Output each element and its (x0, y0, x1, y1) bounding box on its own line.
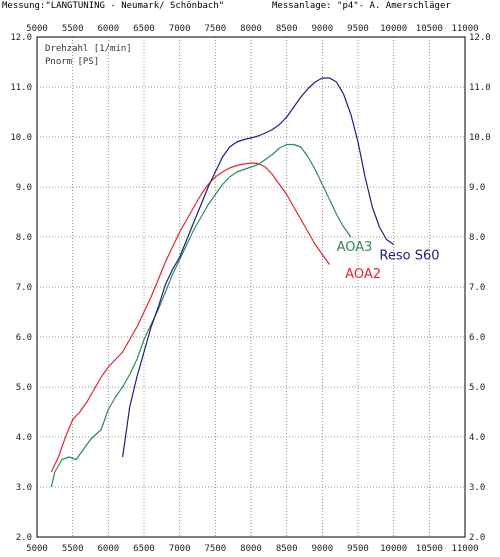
x-tick-label-bottom: 8500 (276, 544, 298, 554)
y-tick-label-right: 8.0 (469, 233, 485, 243)
series-line-aoa2 (50, 162, 330, 473)
x-tick-label-bottom: 6500 (133, 544, 155, 554)
x-tick-label-bottom: 10500 (416, 544, 443, 554)
series (50, 77, 395, 488)
y-tick-label-left: 6.0 (16, 333, 32, 343)
setup-header: Messanlage: "p4"- A. Amerschläger (272, 1, 451, 11)
x-tick-label-top: 11000 (451, 24, 478, 34)
y-tick-label-right: 5.0 (469, 383, 485, 393)
legend-entry: Pnorm [PS] (45, 57, 99, 67)
x-tick-label-top: 10500 (416, 24, 443, 34)
series-label-reso-s60: Reso S60 (379, 249, 439, 264)
x-tick-label-top: 5500 (62, 24, 84, 34)
x-tick-label-top: 7500 (204, 24, 226, 34)
x-tick-label-top: 8500 (276, 24, 298, 34)
legend-entry: Drehzahl [1/min] (45, 44, 132, 54)
x-tick-label-top: 5000 (26, 24, 48, 34)
measurement-header: Messung:"LANGTUNING - Neumark/ Schönbach… (2, 1, 225, 11)
plot-frame (36, 36, 466, 538)
y-tick-label-left: 4.0 (16, 433, 32, 443)
y-tick-label-right: 10.0 (469, 133, 491, 143)
x-tick-label-top: 9000 (311, 24, 333, 34)
y-tick-label-right: 3.0 (469, 483, 485, 493)
y-tick-label-left: 7.0 (16, 283, 32, 293)
y-tick-label-right: 12.0 (469, 33, 491, 43)
x-tick-label-bottom: 7000 (169, 544, 191, 554)
y-tick-label-left: 2.0 (16, 533, 32, 543)
x-tick-label-top: 6500 (133, 24, 155, 34)
x-tick-label-bottom: 8000 (240, 544, 262, 554)
series-line-aoa3 (50, 143, 352, 488)
x-tick-label-bottom: 5500 (62, 544, 84, 554)
x-tick-label-top: 7000 (169, 24, 191, 34)
series-line-reso-s60 (122, 77, 395, 458)
axis-ticks: 5000 5000 5500 5500 6000 6000 6500 6500 7000 7000… (10, 24, 490, 554)
x-tick-label-top: 9500 (347, 24, 369, 34)
y-tick-label-right: 2.0 (469, 533, 485, 543)
x-tick-label-top: 6000 (97, 24, 119, 34)
x-tick-label-bottom: 10000 (380, 544, 407, 554)
x-tick-label-bottom: 11000 (451, 544, 478, 554)
x-tick-label-bottom: 5000 (26, 544, 48, 554)
y-tick-label-right: 9.0 (469, 183, 485, 193)
y-tick-label-left: 12.0 (10, 33, 32, 43)
x-tick-label-bottom: 6000 (97, 544, 119, 554)
y-tick-label-right: 11.0 (469, 83, 491, 93)
y-tick-label-right: 7.0 (469, 283, 485, 293)
x-tick-label-bottom: 9000 (311, 544, 333, 554)
y-tick-label-left: 5.0 (16, 383, 32, 393)
x-tick-label-bottom: 9500 (347, 544, 369, 554)
legend: Drehzahl [1/min] Pnorm [PS] (45, 44, 132, 67)
x-tick-label-bottom: 7500 (204, 544, 226, 554)
x-tick-label-top: 10000 (380, 24, 407, 34)
grid (36, 36, 466, 538)
y-tick-label-right: 4.0 (469, 433, 485, 443)
y-tick-label-left: 3.0 (16, 483, 32, 493)
y-tick-label-left: 8.0 (16, 233, 32, 243)
series-label-aoa3: AOA3 (337, 240, 373, 255)
series-labels: AOA2 AOA3 Reso S60 (337, 240, 440, 282)
series-label-aoa2: AOA2 (345, 267, 381, 282)
y-tick-label-left: 11.0 (10, 83, 32, 93)
y-tick-label-left: 10.0 (10, 133, 32, 143)
y-tick-label-right: 6.0 (469, 333, 485, 343)
y-tick-label-left: 9.0 (16, 183, 32, 193)
x-tick-label-top: 8000 (240, 24, 262, 34)
